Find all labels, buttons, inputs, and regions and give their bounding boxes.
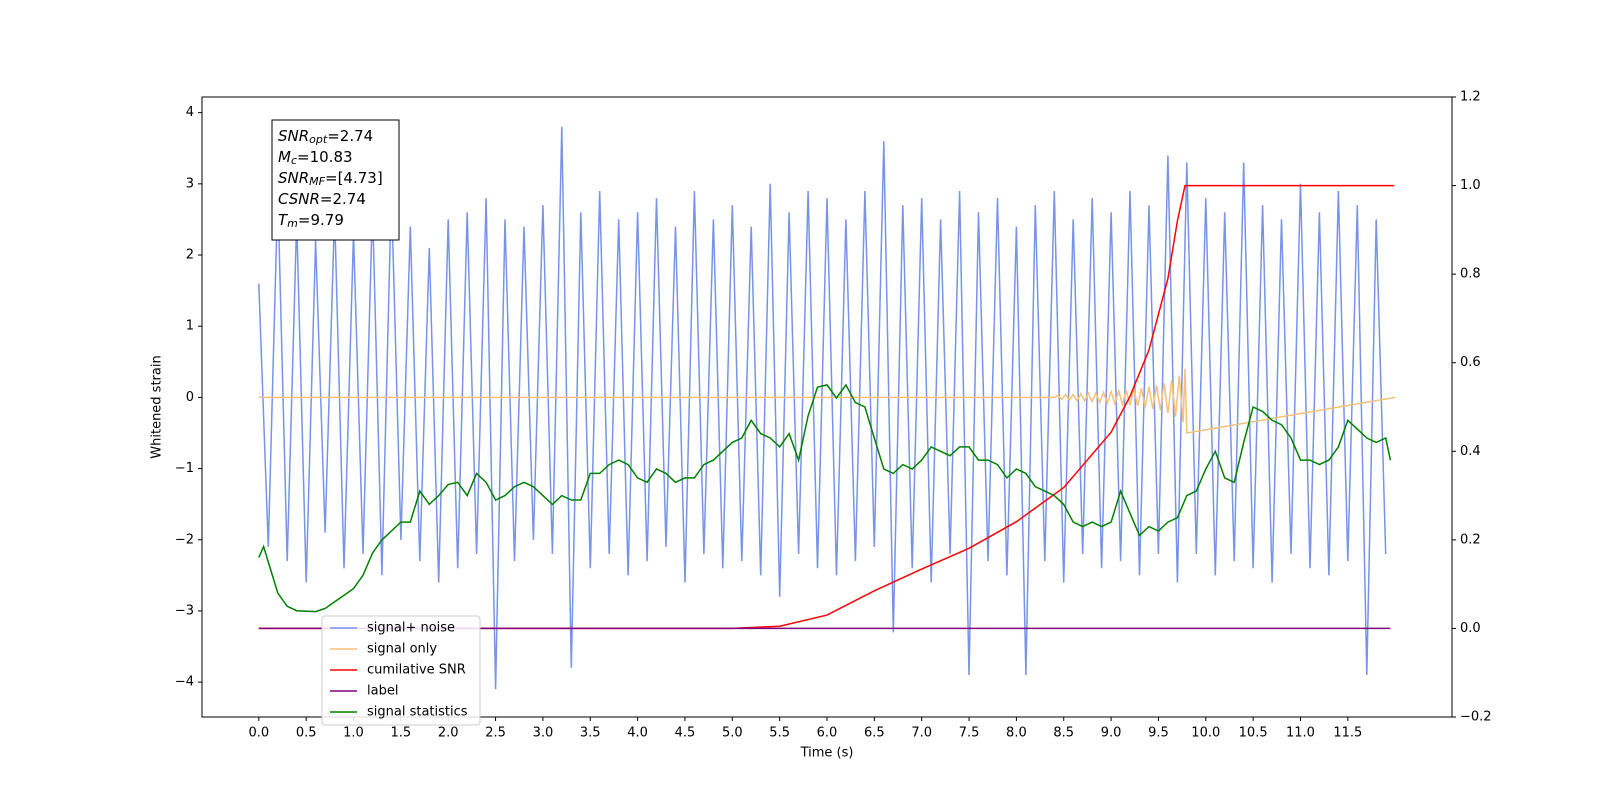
legend-label: label (367, 684, 398, 699)
legend-label: signal statistics (367, 705, 468, 720)
x-tick-label: 3.0 (533, 726, 554, 741)
y2-tick-label: 1.2 (1460, 90, 1481, 105)
x-tick-label: 8.0 (1006, 726, 1027, 741)
y-tick-label: −4 (175, 675, 194, 690)
x-tick-label: 10.5 (1239, 726, 1268, 741)
y-tick-label: 0 (186, 390, 194, 405)
x-tick-label: 7.5 (959, 726, 980, 741)
annotation: SNRMF=[4.73] (278, 169, 383, 189)
annotation-value: =10.83 (297, 148, 353, 166)
x-tick-label: 5.5 (769, 726, 790, 741)
x-tick-label: 1.0 (343, 726, 364, 741)
annotation-value: =2.74 (320, 190, 366, 208)
legend-label: signal+ noise (367, 621, 455, 636)
x-tick-label: 10.0 (1191, 726, 1220, 741)
x-tick-label: 3.5 (580, 726, 601, 741)
legend-label: signal only (367, 642, 437, 657)
x-tick-label: 4.5 (675, 726, 696, 741)
y-tick-label: −3 (175, 603, 194, 618)
annotation-value: =9.79 (298, 211, 344, 229)
x-tick-label: 7.0 (911, 726, 932, 741)
annotation-main: T (278, 211, 289, 229)
annotation-sub: m (287, 217, 298, 230)
x-tick-label: 0.0 (248, 726, 269, 741)
series-line (258, 184, 1395, 630)
legend-frame (321, 615, 481, 726)
series-line (258, 126, 1387, 690)
legend-label: cumilative SNR (367, 663, 466, 678)
x-tick-label: 11.5 (1333, 726, 1362, 741)
x-tick-label: 6.0 (817, 726, 838, 741)
x-tick-label: 9.0 (1101, 726, 1122, 741)
x-axis-label: Time (s) (800, 746, 854, 761)
y-tick-label: 1 (186, 319, 194, 334)
x-tick-label: 5.0 (722, 726, 743, 741)
y-axis-label: Whitened strain (150, 355, 165, 458)
y2-tick-label: 0.8 (1460, 267, 1481, 282)
annotation-sub: c (291, 154, 297, 167)
annotation: Mc=10.83 (278, 148, 353, 168)
y2-tick-label: 0.2 (1460, 532, 1481, 547)
y2-tick-label: 0.4 (1460, 444, 1481, 459)
series-line (258, 383, 1392, 613)
x-tick-label: 6.5 (864, 726, 885, 741)
y-tick-label: 4 (186, 105, 194, 120)
annotation-sub: opt (309, 133, 328, 146)
y-tick-label: 2 (186, 248, 194, 263)
x-tick-label: 0.5 (296, 726, 317, 741)
x-tick-label: 2.0 (438, 726, 459, 741)
y-tick-label: −1 (175, 461, 194, 476)
y2-tick-label: −0.2 (1460, 710, 1492, 725)
annotation-main: CSNR (278, 190, 320, 208)
x-tick-label: 11.0 (1286, 726, 1315, 741)
annotation: CSNR=2.74 (278, 190, 366, 208)
series-line (258, 368, 1396, 434)
annotation-main: SNR (278, 127, 309, 145)
x-tick-label: 8.5 (1053, 726, 1074, 741)
annotation-value: =[4.73] (325, 169, 383, 187)
legend: signal+ noise signal only cumilative SNR la… (321, 615, 481, 726)
y2-tick-label: 1.0 (1460, 178, 1481, 193)
y2-tick-label: 0.0 (1460, 621, 1481, 636)
annotation-value: =2.74 (327, 127, 373, 145)
annotation: SNRopt=2.74 (278, 127, 373, 147)
y-tick-label: 3 (186, 176, 194, 191)
y-tick-label: −2 (175, 532, 194, 547)
x-tick-label: 4.0 (627, 726, 648, 741)
annotation: Tm=9.79 (278, 211, 344, 231)
annotation-box: SNRopt=2.74Mc=10.83SNRMF=[4.73]CSNR=2.74… (271, 119, 400, 241)
y2-tick-label: 0.6 (1460, 355, 1481, 370)
annotation-main: M (278, 148, 291, 166)
annotation-main: SNR (278, 169, 309, 187)
annotation-sub: MF (309, 175, 325, 188)
x-tick-label: 2.5 (485, 726, 506, 741)
annotation-frame (271, 119, 400, 241)
x-tick-label: 9.5 (1148, 726, 1169, 741)
x-tick-label: 1.5 (391, 726, 412, 741)
